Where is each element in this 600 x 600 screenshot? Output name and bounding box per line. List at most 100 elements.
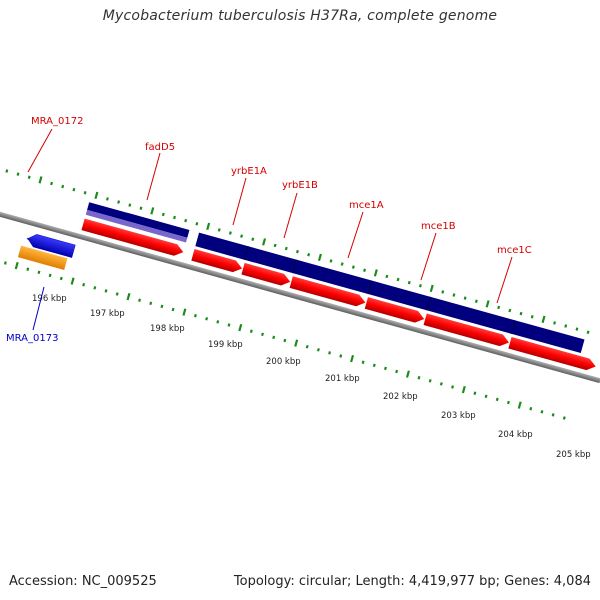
gene-label-mce1b[interactable]: mce1B [421,221,456,232]
gc-tick [485,300,490,308]
scale-label-205: 205 kbp [556,450,591,460]
gc-tick [484,394,488,399]
scale-label-200: 200 kbp [266,357,301,367]
operon-divider [243,246,249,260]
operon-divider [292,259,297,274]
gc-tick [463,296,467,300]
gene-label-fadd5[interactable]: fadD5 [145,142,175,153]
gc-tick [283,338,287,343]
leader-line-yrbe1a [232,177,247,226]
gc-tick [473,391,477,395]
accession-text: Accession: NC_009525 [9,574,157,589]
gc-tick [361,360,365,364]
gc-tick [495,397,499,402]
scale-label-204: 204 kbp [498,430,533,440]
gc-tick [316,348,320,352]
gc-tick [339,354,343,358]
gene-arrow-mce1b[interactable] [364,297,426,325]
gc-tick [385,274,389,279]
operon-divider [426,296,431,311]
gc-tick [50,181,54,186]
gene-label-yrbe1b[interactable]: yrbE1B [282,180,318,191]
gc-tick [428,379,432,383]
gc-tick [216,320,220,324]
gc-tick [529,406,533,411]
gc-tick [249,329,253,333]
gc-tick [251,237,255,241]
gene-label-mra0173[interactable]: MRA_0173 [6,333,58,344]
gc-tick [27,175,31,179]
gc-tick [329,259,333,263]
gc-tick [138,298,142,302]
gc-tick [26,267,30,271]
gene-arrow-yrbe1b[interactable] [241,262,291,288]
gene-label-yrbe1a[interactable]: yrbE1A [231,166,267,177]
gc-tick [238,323,243,332]
gene-arrow-fadd5[interactable] [81,218,184,258]
gene-arrow-mce1c[interactable] [423,313,511,348]
leader-line-mce1b [420,232,437,281]
gc-tick [14,261,19,270]
gene-label-mra0172[interactable]: MRA_0172 [31,116,83,127]
gc-tick [517,401,522,409]
gc-tick [452,293,456,297]
gc-tick [70,277,75,285]
operon-feature-fadd5[interactable] [87,202,190,238]
map-title: Mycobacterium tuberculosis H37Ra, comple… [102,8,498,24]
gc-tick [418,284,422,288]
gc-tick [139,206,143,210]
gc-tick [117,200,121,204]
gc-tick [128,203,132,207]
gc-tick [317,253,322,262]
gc-tick [272,335,276,340]
gc-tick [553,321,557,325]
gene-feature-orange[interactable] [17,245,68,270]
gc-skew-track-inner [3,261,566,420]
gc-tick [5,169,9,173]
gc-tick [182,308,187,316]
gc-tick [305,344,309,349]
gc-tick [228,231,232,235]
gc-tick [93,286,97,290]
operon-feature-fadd5-light[interactable] [85,209,188,243]
gc-tick [562,416,566,420]
gc-tick [417,375,421,380]
gc-tick [474,299,478,303]
gc-tick [564,324,568,328]
scale-label-198: 198 kbp [150,324,185,334]
gc-tick [262,238,267,246]
gc-tick [296,249,299,254]
leader-line-mce1a [347,211,364,259]
gc-tick [506,400,510,405]
gene-label-mce1a[interactable]: mce1A [349,200,384,211]
gc-tick [284,246,288,251]
gc-tick [195,222,199,226]
gene-arrow-mce1d[interactable] [508,336,597,372]
scale-label-196: 196 kbp [32,294,67,304]
gc-tick [240,234,244,238]
gc-tick [396,277,400,282]
leader-line-fadd5 [146,152,161,201]
gc-tick [340,262,344,266]
gc-tick [38,176,43,184]
gene-arrow-mra0173[interactable] [26,232,76,258]
gene-arrow-mce1a[interactable] [289,276,367,308]
gc-tick [171,307,175,312]
gc-tick [227,323,231,327]
gc-tick [384,366,387,371]
gene-label-mce1c[interactable]: mce1C [497,245,532,256]
gc-tick [161,212,165,217]
operon-feature-mce1[interactable] [195,232,585,354]
operon-divider [367,280,373,295]
gc-tick [441,290,445,294]
gene-arrow-yrbe1a[interactable] [191,249,243,274]
genome-summary-text: Topology: circular; Length: 4,419,977 bp… [233,574,591,589]
gc-tick [273,243,277,248]
gc-skew-track-outer [5,169,590,334]
gc-tick [530,315,534,319]
gc-tick [451,385,454,389]
gc-tick [350,354,355,363]
gc-tick [429,284,434,293]
gc-tick [59,276,63,281]
